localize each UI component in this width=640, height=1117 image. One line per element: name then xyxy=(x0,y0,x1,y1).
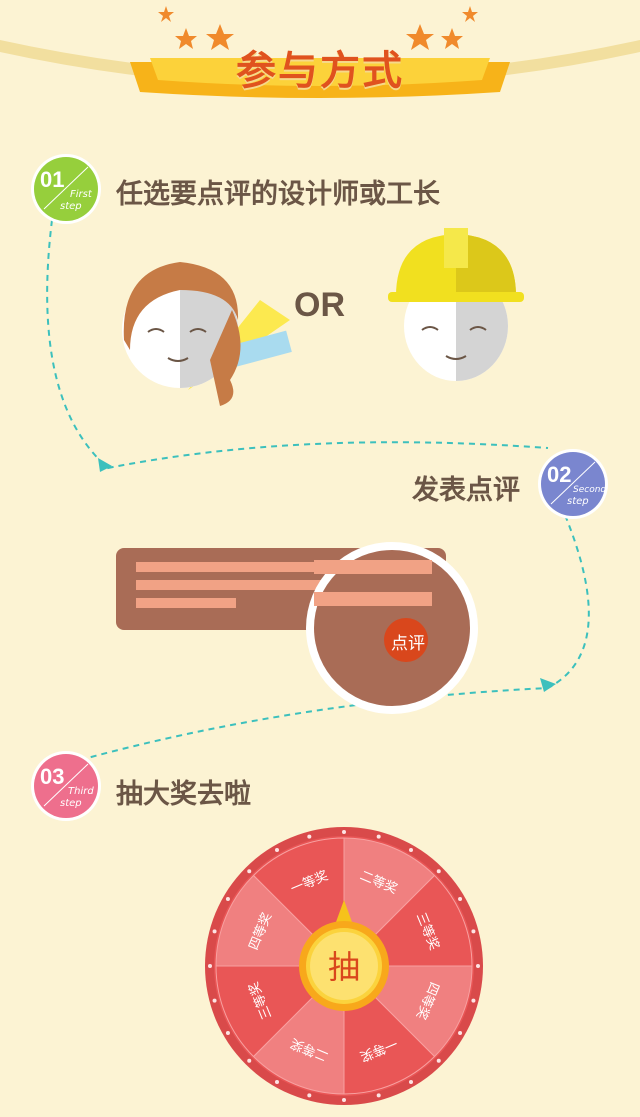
step-1-badge: 01 First step xyxy=(30,153,102,225)
svg-text:01: 01 xyxy=(40,167,64,192)
wheel-light-dot xyxy=(409,1080,413,1085)
wheel-light-dot xyxy=(212,929,217,934)
foreman-illustration xyxy=(384,226,524,386)
prize-wheel[interactable]: 一等奖 二等奖 三等奖 四等奖 一等奖 二等奖 三等奖 四等奖 xyxy=(204,826,484,1106)
wheel-light-dot xyxy=(275,1080,279,1085)
wheel-light-dot xyxy=(476,964,480,968)
svg-text:step: step xyxy=(60,798,82,809)
svg-text:step: step xyxy=(60,201,82,212)
wheel-light-dot xyxy=(436,1058,441,1063)
wheel-light-dot xyxy=(342,1098,346,1102)
wheel-light-dot xyxy=(247,869,252,874)
svg-text:03: 03 xyxy=(40,764,64,789)
svg-text:step: step xyxy=(567,496,589,507)
wheel-light-dot xyxy=(458,897,463,901)
step-2-text: 发表点评 xyxy=(412,475,520,506)
header-banner xyxy=(0,0,640,110)
wheel-light-dot xyxy=(376,834,381,839)
step-1-text: 任选要点评的设计师或工长 xyxy=(116,179,440,210)
review-button[interactable]: 点评 xyxy=(391,634,425,654)
wheel-light-dot xyxy=(307,834,312,839)
wheel-light-dot xyxy=(225,1031,230,1035)
wheel-light-dot xyxy=(247,1058,252,1063)
draw-button[interactable]: 抽 xyxy=(327,948,360,986)
step-3-badge: 03 Third step xyxy=(30,750,102,822)
svg-text:Second: Second xyxy=(573,485,606,495)
svg-text:02: 02 xyxy=(547,462,571,487)
wheel-light-dot xyxy=(409,847,413,852)
svg-text:Third: Third xyxy=(68,786,94,797)
step-2-badge: 02 Second step xyxy=(537,448,609,520)
wheel-light-dot xyxy=(275,847,279,852)
wheel-light-dot xyxy=(376,1093,381,1098)
wheel-light-dot xyxy=(471,998,476,1003)
wheel-light-dot xyxy=(436,869,441,874)
or-text: OR xyxy=(294,286,345,324)
wheel-light-dot xyxy=(212,998,217,1003)
wheel-light-dot xyxy=(225,897,230,901)
wheel-light-dot xyxy=(458,1031,463,1035)
step-3-text: 抽大奖去啦 xyxy=(116,779,251,810)
svg-text:First: First xyxy=(70,189,93,200)
wheel-light-dot xyxy=(471,929,476,934)
designer-illustration xyxy=(110,250,310,410)
page-title: 参与方式 xyxy=(236,48,404,94)
review-card xyxy=(116,530,486,720)
star-icon xyxy=(158,6,478,50)
wheel-light-dot xyxy=(307,1093,312,1098)
wheel-light-dot xyxy=(208,964,212,968)
wheel-light-dot xyxy=(342,830,346,834)
